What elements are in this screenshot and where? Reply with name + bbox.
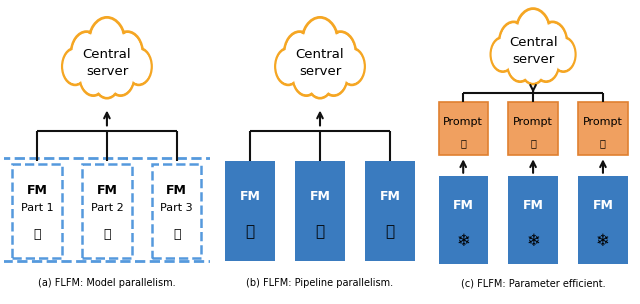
Text: Part 2: Part 2 bbox=[90, 203, 124, 213]
Circle shape bbox=[292, 56, 320, 96]
Circle shape bbox=[90, 21, 124, 68]
Text: (a) FLFM: Model parallelism.: (a) FLFM: Model parallelism. bbox=[38, 278, 176, 288]
Text: 🔥: 🔥 bbox=[460, 138, 466, 148]
Text: Part 3: Part 3 bbox=[161, 203, 193, 213]
Circle shape bbox=[308, 62, 332, 96]
Circle shape bbox=[540, 24, 565, 61]
Circle shape bbox=[499, 22, 528, 63]
Circle shape bbox=[275, 48, 301, 85]
Circle shape bbox=[107, 56, 134, 96]
Circle shape bbox=[535, 47, 557, 79]
Text: Prompt: Prompt bbox=[583, 117, 623, 127]
Text: Central
server: Central server bbox=[296, 48, 344, 78]
Text: 🔥: 🔥 bbox=[246, 224, 255, 239]
Circle shape bbox=[286, 34, 313, 73]
Text: 🔥: 🔥 bbox=[103, 228, 111, 241]
Circle shape bbox=[88, 17, 125, 71]
Circle shape bbox=[303, 21, 337, 68]
Text: 🔥: 🔥 bbox=[33, 228, 41, 241]
Text: FM: FM bbox=[523, 199, 543, 212]
Text: Prompt: Prompt bbox=[513, 117, 553, 127]
Text: 🔥: 🔥 bbox=[316, 224, 324, 239]
Circle shape bbox=[325, 32, 356, 76]
Circle shape bbox=[284, 32, 315, 76]
Text: Part 1: Part 1 bbox=[20, 203, 53, 213]
Circle shape bbox=[491, 37, 515, 71]
Circle shape bbox=[73, 34, 100, 73]
Circle shape bbox=[93, 60, 120, 98]
Circle shape bbox=[339, 48, 365, 85]
Text: FM: FM bbox=[166, 184, 188, 197]
Text: (c) FLFM: Parameter efficient.: (c) FLFM: Parameter efficient. bbox=[461, 278, 605, 288]
Circle shape bbox=[516, 9, 550, 59]
Circle shape bbox=[112, 32, 143, 76]
Text: 🔥: 🔥 bbox=[530, 138, 536, 148]
Circle shape bbox=[552, 37, 575, 71]
FancyBboxPatch shape bbox=[295, 161, 345, 261]
Text: FM: FM bbox=[452, 199, 474, 212]
Circle shape bbox=[533, 45, 559, 82]
FancyBboxPatch shape bbox=[579, 102, 628, 155]
Circle shape bbox=[508, 45, 533, 82]
FancyBboxPatch shape bbox=[365, 161, 415, 261]
Circle shape bbox=[509, 47, 531, 79]
Circle shape bbox=[492, 39, 513, 70]
Circle shape bbox=[521, 49, 545, 84]
Circle shape bbox=[518, 12, 548, 56]
Circle shape bbox=[294, 59, 318, 93]
FancyBboxPatch shape bbox=[438, 102, 488, 155]
Text: ❄: ❄ bbox=[596, 232, 610, 250]
Circle shape bbox=[538, 22, 567, 63]
Text: ❄: ❄ bbox=[456, 232, 470, 250]
Text: 🔥: 🔥 bbox=[600, 138, 606, 148]
Circle shape bbox=[501, 24, 526, 61]
Text: FM: FM bbox=[593, 199, 613, 212]
Text: FM: FM bbox=[380, 190, 400, 203]
Text: Prompt: Prompt bbox=[444, 117, 483, 127]
Circle shape bbox=[277, 50, 300, 83]
Text: FM: FM bbox=[97, 184, 117, 197]
Circle shape bbox=[64, 50, 86, 83]
FancyBboxPatch shape bbox=[508, 102, 557, 155]
Text: Central
server: Central server bbox=[509, 36, 557, 67]
Text: 🔥: 🔥 bbox=[173, 228, 180, 241]
Circle shape bbox=[340, 50, 363, 83]
FancyBboxPatch shape bbox=[225, 161, 275, 261]
Circle shape bbox=[307, 60, 333, 98]
Text: FM: FM bbox=[310, 190, 330, 203]
Circle shape bbox=[114, 34, 141, 73]
Text: (b) FLFM: Pipeline parallelism.: (b) FLFM: Pipeline parallelism. bbox=[246, 278, 394, 288]
Text: ❄: ❄ bbox=[526, 232, 540, 250]
FancyBboxPatch shape bbox=[508, 176, 557, 264]
Text: 🔥: 🔥 bbox=[385, 224, 394, 239]
Circle shape bbox=[522, 51, 544, 82]
Circle shape bbox=[79, 56, 107, 96]
Circle shape bbox=[126, 48, 152, 85]
Text: Central
server: Central server bbox=[83, 48, 131, 78]
Circle shape bbox=[95, 62, 118, 96]
Circle shape bbox=[127, 50, 150, 83]
FancyBboxPatch shape bbox=[579, 176, 628, 264]
Circle shape bbox=[301, 17, 339, 71]
Circle shape bbox=[81, 59, 106, 93]
Circle shape bbox=[327, 34, 354, 73]
Circle shape bbox=[62, 48, 88, 85]
FancyBboxPatch shape bbox=[438, 176, 488, 264]
Text: FM: FM bbox=[240, 190, 260, 203]
Circle shape bbox=[320, 56, 348, 96]
Circle shape bbox=[553, 39, 574, 70]
Circle shape bbox=[71, 32, 102, 76]
Text: FM: FM bbox=[27, 184, 47, 197]
Circle shape bbox=[109, 59, 132, 93]
Circle shape bbox=[322, 59, 346, 93]
